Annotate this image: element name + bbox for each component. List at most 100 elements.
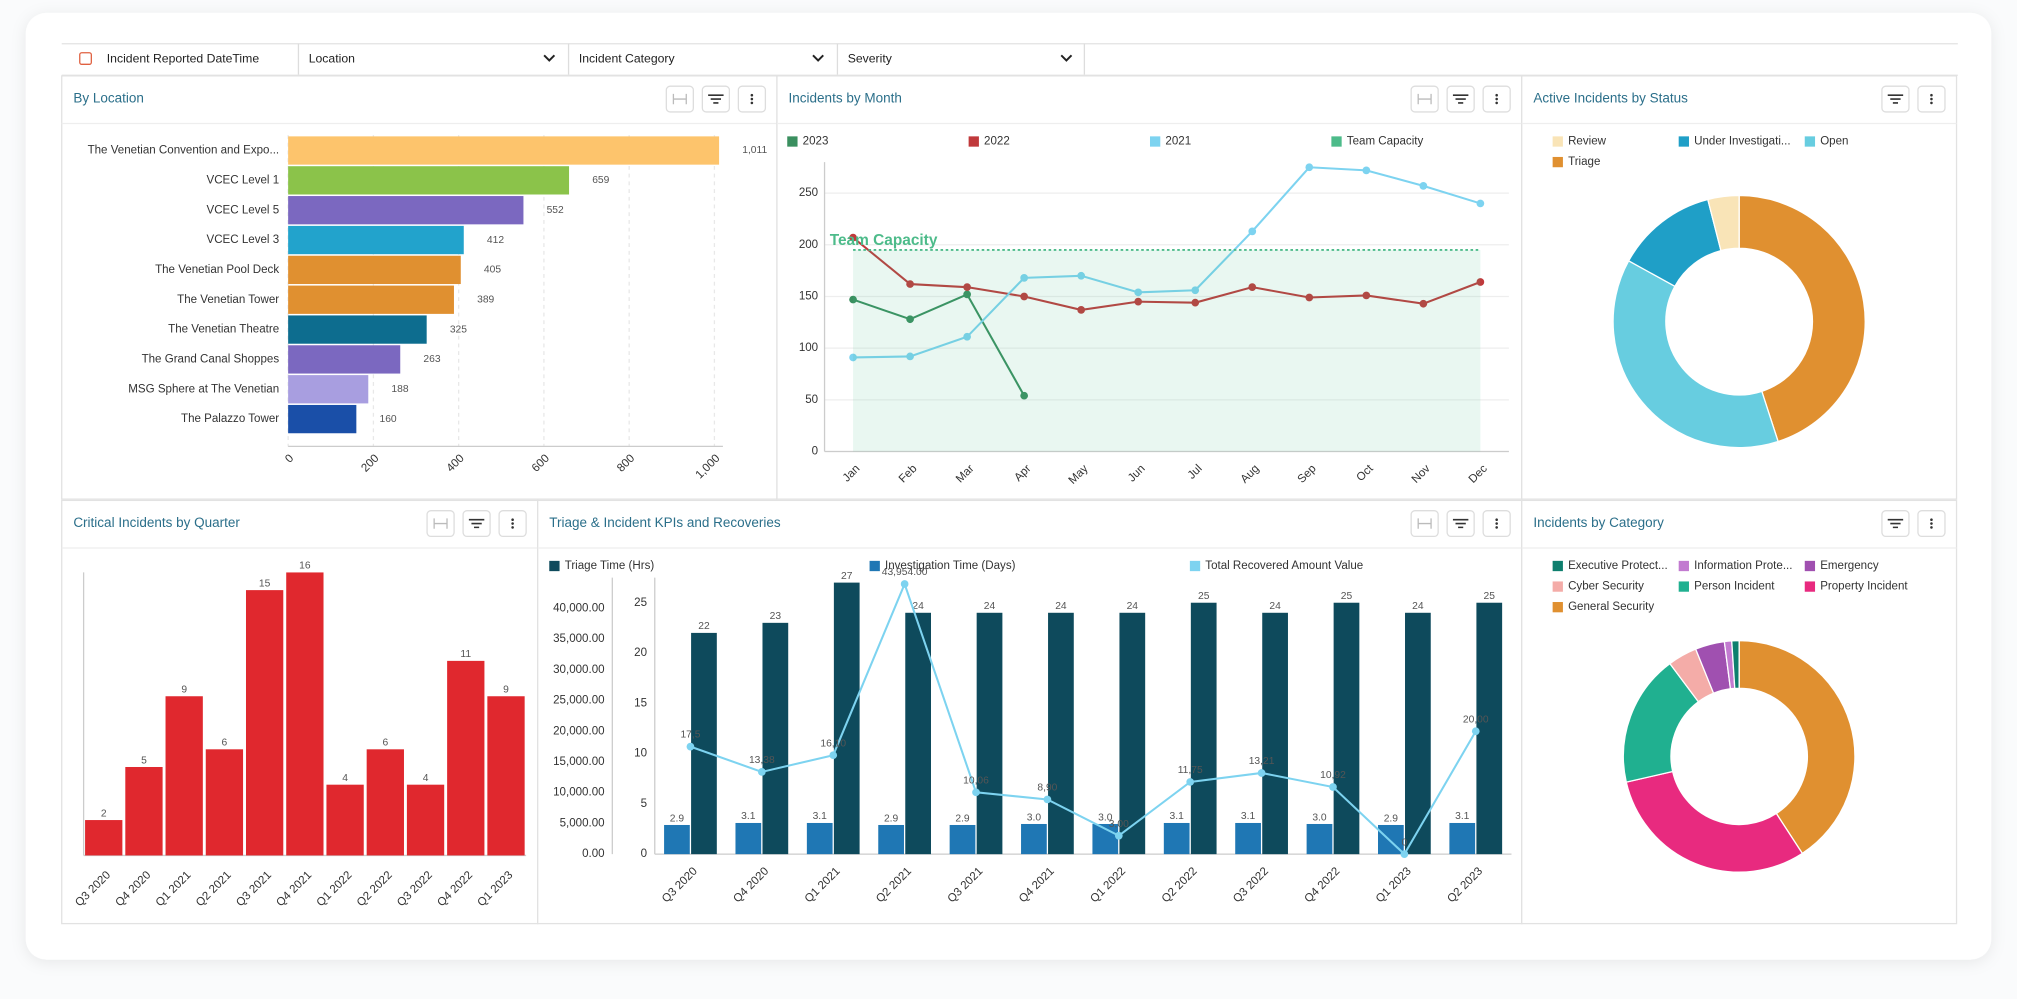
bar (1021, 823, 1047, 855)
point (1305, 163, 1314, 172)
value-label: 16,10 (820, 738, 846, 749)
legend-label: Information Prote... (1694, 560, 1792, 572)
slice (1625, 770, 1804, 873)
bar (288, 166, 570, 195)
legend-swatch (1552, 156, 1563, 168)
legend-swatch (1189, 560, 1201, 572)
value-label: 24 (1412, 601, 1424, 612)
point (1186, 778, 1195, 786)
category-label: VCEC Level 3 (207, 234, 280, 246)
legend-label: Team Capacity (1347, 136, 1424, 148)
expand-button[interactable] (665, 85, 694, 113)
legend-label: Investigation Time (Days) (885, 560, 1016, 572)
point (849, 353, 857, 362)
filter-location[interactable]: Location (309, 51, 556, 65)
bar (664, 824, 690, 855)
point (686, 742, 695, 751)
filter-button[interactable] (462, 510, 491, 538)
more-button[interactable] (498, 510, 527, 538)
more-button[interactable] (1482, 510, 1511, 538)
value-label: 0 (1402, 837, 1408, 848)
category-label: The Venetian Pool Deck (155, 264, 279, 276)
value-label: 25 (1341, 591, 1353, 602)
value-label: 16 (299, 561, 311, 572)
more-button[interactable] (737, 85, 767, 113)
legend-swatch (968, 136, 979, 147)
point (1114, 831, 1123, 840)
y-tick-label: 5 (641, 798, 647, 810)
y2-tick-label: 10,000.00 (553, 787, 604, 799)
legend-swatch (1804, 560, 1816, 572)
category-label: The Grand Canal Shoppes (142, 353, 280, 365)
value-label: 659 (592, 175, 609, 186)
bar (1190, 602, 1217, 855)
value-label: 552 (547, 205, 564, 216)
y2-tick-label: 25,000.00 (553, 695, 604, 707)
point (1134, 288, 1143, 297)
filter-date[interactable]: Incident Reported DateTime (107, 51, 260, 65)
bar (326, 784, 364, 856)
point (1362, 291, 1371, 300)
value-label: 24 (1127, 601, 1139, 612)
chevron (812, 54, 824, 62)
point (1471, 727, 1480, 736)
y-tick-label: 150 (799, 291, 818, 303)
icon (1417, 518, 1432, 529)
legend-swatch (1552, 136, 1563, 147)
icon (1495, 93, 1498, 97)
y-tick-label: 20 (634, 647, 647, 659)
filter-button[interactable] (1881, 510, 1910, 538)
legend-label: Property Incident (1820, 581, 1908, 593)
bar (447, 660, 485, 856)
filter-category[interactable]: Incident Category (579, 51, 824, 65)
line (853, 166, 1481, 359)
value-label: 43,954.00 (882, 567, 928, 578)
more-button[interactable] (1917, 85, 1946, 113)
expand-button[interactable] (1410, 510, 1439, 538)
filter-button[interactable] (1881, 85, 1910, 113)
point (906, 315, 914, 324)
icon (750, 101, 754, 105)
chevron (543, 54, 556, 62)
value-label: 24 (1269, 601, 1281, 612)
value-label: 13,21 (1249, 756, 1275, 767)
y2-tick-label: 0.00 (582, 848, 605, 860)
value-label: 25 (1198, 591, 1210, 602)
more-button[interactable] (1917, 510, 1946, 538)
line (852, 236, 1481, 311)
legend-swatch (1552, 560, 1563, 572)
value-label: 13,38 (749, 755, 775, 766)
y-tick-label: 10 (634, 748, 647, 760)
point (849, 295, 857, 304)
legend-label: Triage (1568, 156, 1600, 168)
filter-button[interactable] (1446, 85, 1475, 113)
filter-button[interactable] (1446, 510, 1475, 538)
value-label: 24 (1055, 601, 1067, 612)
bar (487, 696, 525, 856)
slice (1707, 194, 1740, 252)
point (849, 233, 857, 242)
more-button[interactable] (1482, 85, 1511, 113)
legend-label: Cyber Security (1568, 581, 1644, 593)
category-label: VCEC Level 5 (207, 204, 280, 216)
legend-swatch (1678, 581, 1689, 592)
point (829, 751, 838, 760)
filter-button[interactable] (701, 85, 731, 113)
value-label: 4 (423, 773, 429, 784)
point (1419, 182, 1428, 190)
icon (1495, 518, 1498, 521)
panel-title: Triage & Incident KPIs and Recoveries (549, 515, 781, 530)
value-label: 2 (101, 808, 107, 819)
bar (1163, 822, 1190, 855)
icon (511, 526, 514, 529)
icon (1930, 93, 1933, 97)
bar (1235, 822, 1261, 855)
legend-label: Under Investigati... (1694, 136, 1790, 148)
expand-button[interactable] (426, 510, 455, 538)
expand-button[interactable] (1410, 85, 1439, 113)
legend-swatch (549, 560, 560, 572)
legend-swatch (1804, 581, 1816, 592)
filter-severity[interactable]: Severity (848, 51, 1073, 65)
value-label: 27 (841, 571, 853, 582)
